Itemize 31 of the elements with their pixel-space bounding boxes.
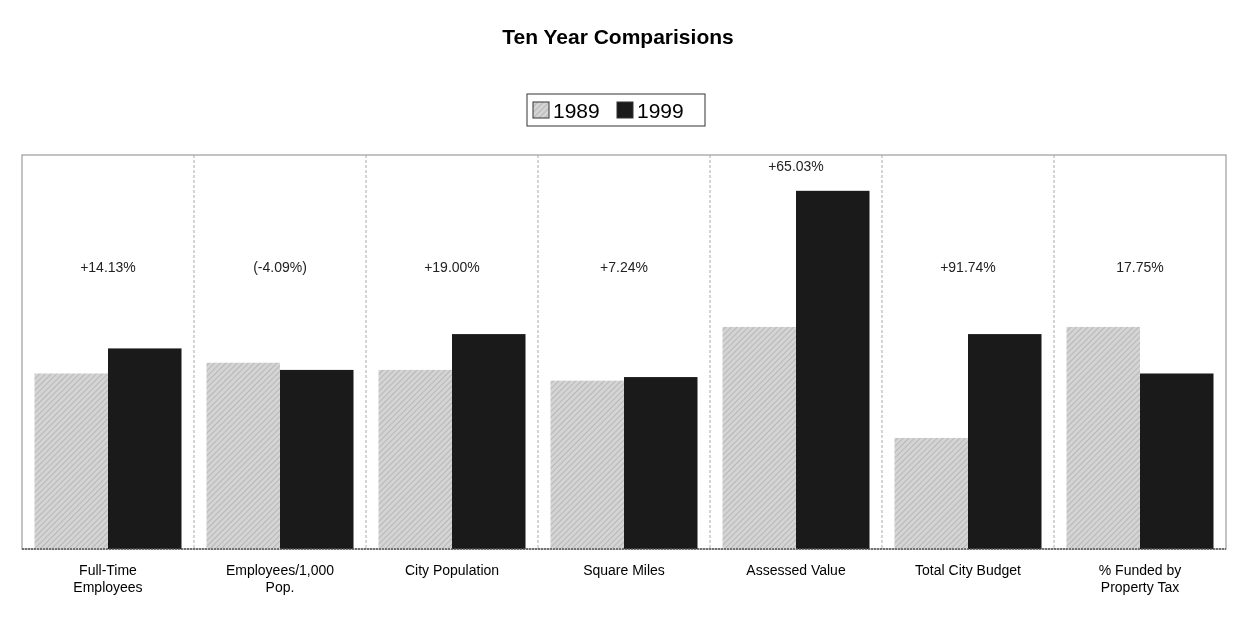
bar [550,380,624,549]
bar [206,362,280,549]
bar [1066,326,1140,549]
chart-title: Ten Year Comparisions [502,25,734,48]
x-tick-label: Assessed Value [746,562,846,578]
x-tick-label: Employees/1,000 Pop. [225,562,335,595]
annotation: (-4.09%) [253,259,307,275]
bar [1140,373,1214,549]
bar [624,377,698,549]
bar [280,369,354,549]
bar [108,348,182,549]
legend-label: 1999 [637,99,684,122]
annotation: +14.13% [80,259,136,275]
text: +65.03% [768,157,824,174]
legend-label: 1989 [553,99,600,122]
x-tick-label: City Population [404,562,500,578]
x-tick-label: % Funded by Property Tax [1098,562,1182,595]
bar [796,190,870,549]
annotation: +19.00% [424,259,480,275]
bar [378,369,452,549]
annotation: 17.75% [1116,259,1164,275]
bar [722,326,796,549]
x-tick-label: Full-Time Employees [73,562,143,595]
x-tick-label: Square Miles [583,562,665,578]
bar [894,437,968,549]
annotation: +7.24% [600,259,648,275]
bar [968,334,1042,549]
x-tick-label: Total City Budget [915,562,1022,578]
bar [452,334,526,549]
annotation: +91.74% [940,259,996,275]
bar [34,373,108,549]
